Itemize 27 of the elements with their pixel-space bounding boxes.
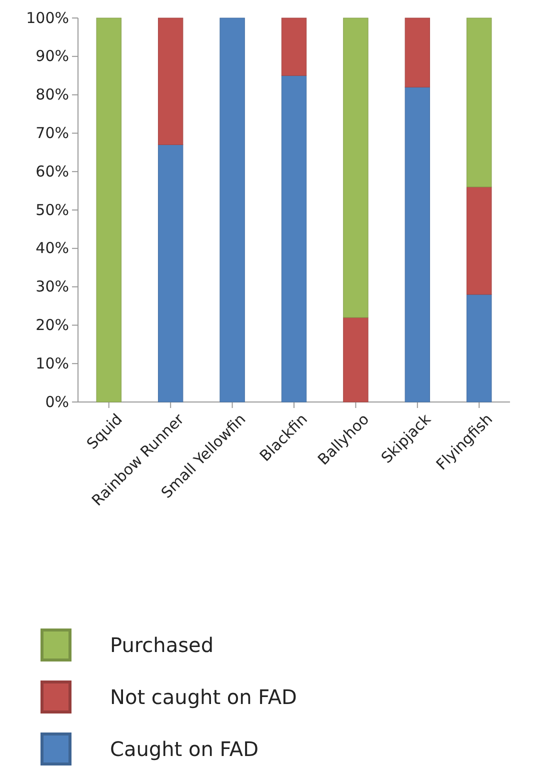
bar [466,186,492,295]
legend-label: Purchased [110,633,214,657]
y-tick-label: 10% [36,354,69,372]
y-tick-label: 50% [36,200,69,219]
bar [220,18,245,402]
bar [343,18,368,318]
legend-label: Not caught on FAD [110,685,297,709]
bar [158,18,184,145]
y-tick-label: 90% [36,47,69,66]
y-tick-label: 60% [36,162,69,180]
bar [404,18,430,88]
bar [466,18,492,188]
y-tick-label: 30% [36,278,69,296]
bar [281,75,307,402]
bar [343,317,368,402]
y-tick-label: 70% [36,124,69,142]
legend-label: Caught on FAD [110,737,258,761]
y-tick-label: 0% [45,392,69,411]
bar [158,144,184,402]
y-tick-label: 100% [26,8,69,27]
y-tick-label: 80% [36,86,69,104]
y-tick-label: 20% [36,316,69,334]
bar [96,18,122,402]
bar [404,86,430,402]
bar [281,18,307,76]
bar [466,294,492,402]
y-tick-label: 40% [36,239,69,258]
